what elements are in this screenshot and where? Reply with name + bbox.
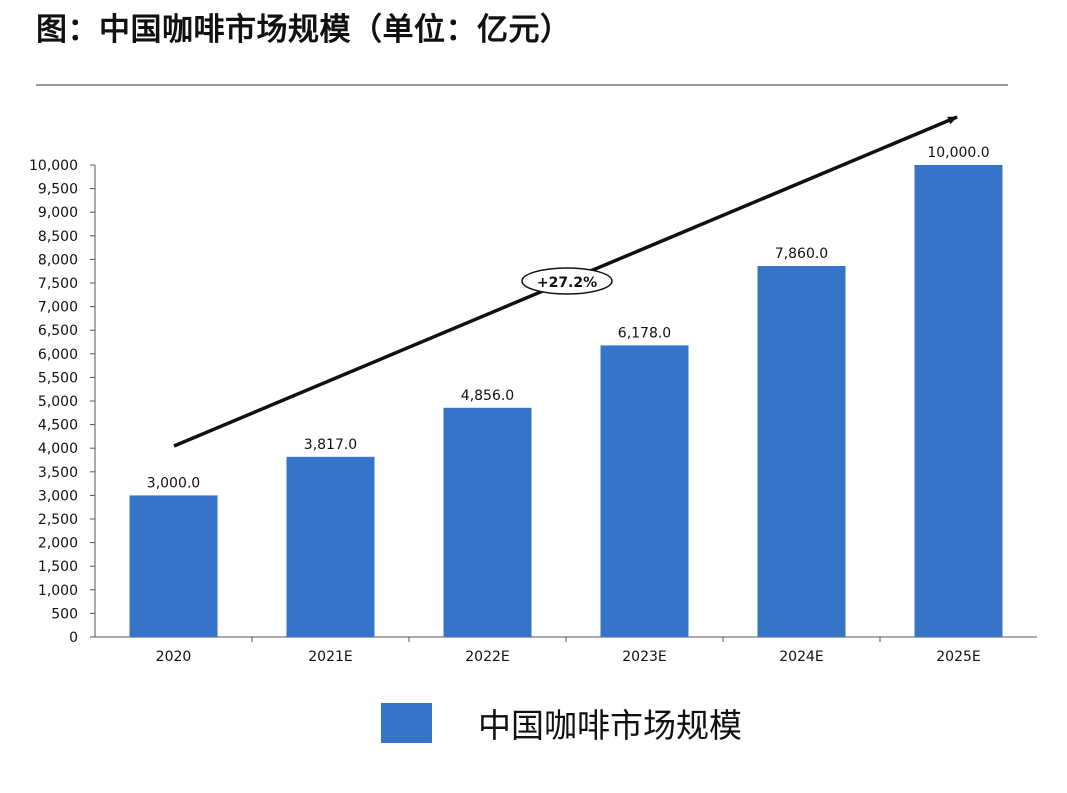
y-tick-label: 9,500 [38,182,78,198]
y-tick-label: 7,500 [38,276,78,292]
x-tick-label: 2024E [779,649,823,665]
y-tick-label: 2,000 [38,536,78,552]
x-axis: 2020 2021E 2022E 2023E 2024E 2025E [95,636,1037,665]
x-tick-label: 2023E [622,649,666,665]
x-tick-label: 2021E [308,649,352,665]
bar [443,407,532,637]
y-tick-label: 3,000 [38,488,78,504]
y-tick-label: 6,000 [38,347,78,363]
y-tick-label: 6,500 [38,323,78,339]
growth-rate-ellipse [521,267,613,295]
y-tick-label: 4,000 [38,441,78,457]
y-tick-label: 7,000 [38,300,78,316]
y-axis: 0 500 1,000 1,500 2,000 2,500 3,000 3,500 4,000 4… [29,158,96,646]
y-tick-label: 5,500 [38,370,78,386]
bar-value-label: 6,178.0 [618,325,671,341]
bar [129,495,218,637]
trend-annotation: +27.2% [173,115,958,448]
x-tick-label: 2022E [465,649,509,665]
bar-value-label: 3,817.0 [304,437,357,453]
title-divider [36,84,1008,86]
y-tick-label: 8,500 [38,229,78,245]
bar [757,266,846,637]
bar-value-label: 4,856.0 [461,388,514,404]
y-tick-label: 0 [69,630,78,646]
y-tick-label: 10,000 [29,158,78,174]
bar [914,165,1003,637]
x-tick-label: 2025E [936,649,980,665]
bar-value-label: 10,000.0 [927,145,989,161]
y-tick-label: 5,000 [38,394,78,410]
legend-swatch [381,703,432,743]
y-tick-label: 3,500 [38,465,78,481]
bars [129,165,1003,637]
x-tick-label: 2020 [156,649,192,665]
y-tick-label: 8,000 [38,252,78,268]
y-tick-label: 4,500 [38,418,78,434]
bar [286,456,375,637]
growth-rate-label: +27.2% [537,275,597,291]
page-title: 图：中国咖啡市场规模（单位：亿元） [36,12,572,48]
legend: 中国咖啡市场规模 [381,702,742,745]
y-tick-label: 9,000 [38,205,78,221]
y-tick-label: 2,500 [38,512,78,528]
bar-value-label: 3,000.0 [147,475,200,491]
legend-label: 中国咖啡市场规模 [478,706,742,745]
y-tick-label: 1,500 [38,559,78,575]
bar [600,345,689,637]
bar-value-label: 7,860.0 [775,246,828,262]
y-tick-label: 500 [51,606,78,622]
data-labels: 3,000.0 3,817.0 4,856.0 6,178.0 7,860.0 10,00… [147,145,990,491]
y-tick-label: 1,000 [38,583,78,599]
